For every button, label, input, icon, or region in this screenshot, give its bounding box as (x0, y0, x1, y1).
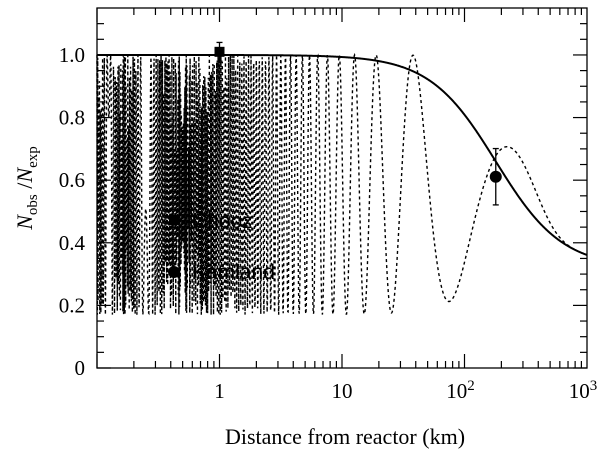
data-points (214, 41, 502, 206)
series-layer (96, 52, 588, 316)
legend: Chooz Kamland (168, 210, 275, 284)
y-tick-label: 0 (75, 356, 86, 380)
legend-marker-chooz (169, 215, 179, 225)
x-tick-label: 1 (214, 379, 225, 403)
series-solid-averaged (97, 53, 588, 256)
data-point-chooz (214, 46, 225, 57)
x-tick-labels: 1 10 102 103 (214, 378, 597, 403)
y-axis-title: Nobs /Nexp (12, 146, 41, 231)
x-axis-title: Distance from reactor (km) (225, 424, 465, 449)
y-tick-label: 0.6 (59, 168, 85, 192)
legend-label-chooz: Chooz (192, 210, 253, 233)
data-point-kamland (489, 170, 502, 183)
x-tick-label: 102 (446, 378, 475, 403)
y-tick-label: 0.4 (59, 231, 86, 255)
x-tick-label: 10 (332, 379, 353, 403)
legend-marker-kamland (168, 266, 180, 278)
legend-label-kamland: Kamland (192, 261, 275, 284)
x-axis-ticks (96, 8, 582, 368)
y-tick-label: 0.2 (59, 293, 85, 317)
y-tick-label: 1.0 (59, 43, 85, 67)
y-tick-label: 0.8 (59, 106, 85, 130)
y-tick-labels: 0 0.2 0.4 0.6 0.8 1.0 (59, 43, 86, 380)
series-dashed-oscillation (96, 52, 588, 316)
x-tick-label: 103 (569, 378, 598, 403)
